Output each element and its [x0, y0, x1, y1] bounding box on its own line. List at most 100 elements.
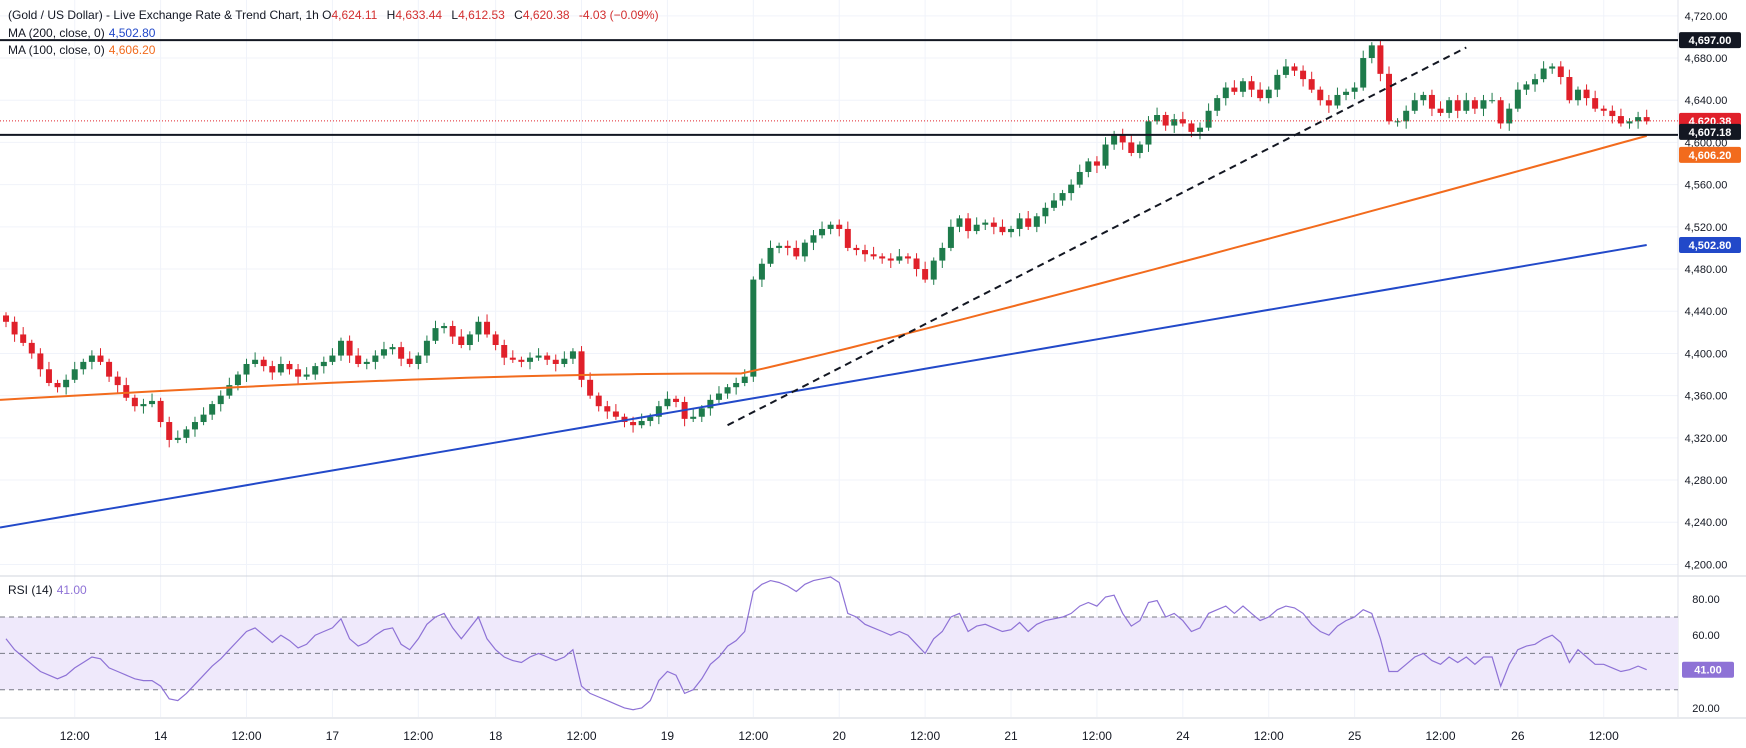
candle-body: [1162, 115, 1169, 126]
time-tick-label: 21: [1004, 729, 1018, 743]
time-tick-label: 14: [154, 729, 168, 743]
candle-body: [3, 315, 9, 322]
time-tick-label: 12:00: [1426, 729, 1456, 743]
candle-body: [870, 254, 877, 257]
candle-body: [191, 422, 198, 430]
candle-body: [1635, 117, 1642, 122]
price-tick-label: 4,440.00: [1685, 306, 1728, 318]
candle-body: [784, 245, 791, 248]
candle-body: [1334, 94, 1341, 106]
candle-body: [1119, 133, 1126, 143]
candle-body: [1274, 74, 1281, 90]
ma100-legend[interactable]: MA (100, close, 0) 4,606.20: [8, 42, 155, 58]
time-tick-label: 25: [1348, 729, 1362, 743]
candle-body: [595, 395, 602, 407]
candle-body: [982, 222, 989, 225]
candle-body: [1574, 89, 1581, 101]
rsi-value-legend: 41.00: [56, 583, 87, 597]
rsi-value-text: 41.00: [1694, 665, 1722, 677]
time-tick-label: 20: [833, 729, 847, 743]
price-label-text: 4,697.00: [1689, 35, 1732, 47]
candle-body: [1033, 216, 1040, 227]
candle-body: [690, 416, 697, 419]
rsi-value-bg: [1682, 661, 1734, 678]
candle-body: [922, 269, 929, 280]
candle-body: [827, 224, 834, 229]
candle-body: [166, 422, 173, 440]
candle-body: [295, 369, 302, 377]
candle-body: [544, 355, 551, 360]
candle-body: [1428, 94, 1435, 109]
candle-body: [346, 340, 353, 356]
candle-body: [1626, 121, 1633, 124]
candle-body: [887, 258, 894, 261]
rsi-value-label: 41.00: [1682, 661, 1734, 678]
candle-body: [432, 328, 439, 341]
price-tick-label: 4,400.00: [1685, 348, 1728, 360]
candle-body: [1592, 98, 1599, 109]
candle-body: [526, 357, 533, 362]
candle-body: [707, 399, 714, 409]
time-tick-label: 12:00: [1082, 729, 1112, 743]
candle-body: [71, 369, 78, 380]
price-tick-label: 4,520.00: [1685, 222, 1728, 234]
candle-body: [1454, 100, 1461, 111]
candle-body: [80, 361, 87, 370]
candle-body: [767, 247, 774, 264]
candle-body: [724, 387, 731, 394]
candle-body: [1154, 115, 1161, 122]
price-label-text: 4,502.80: [1689, 240, 1732, 252]
candle-body: [466, 334, 473, 345]
ma200-line: [0, 244, 1647, 529]
open-label: O: [322, 8, 332, 22]
ma200-legend[interactable]: MA (200, close, 0) 4,502.80: [8, 25, 155, 41]
rsi-legend[interactable]: RSI (14) 41.00: [8, 582, 87, 598]
candle-body: [1214, 98, 1221, 111]
time-tick-label: 12:00: [1254, 729, 1284, 743]
candle-body: [303, 374, 310, 377]
time-tick-label: 12:00: [1589, 729, 1619, 743]
candle-body: [569, 351, 576, 359]
candle-body: [1557, 66, 1564, 78]
candle-body: [1360, 58, 1367, 88]
candle-body: [1617, 116, 1624, 124]
low-value: 4,612.53: [458, 8, 505, 22]
ma200-label: MA (200, close, 0): [8, 26, 105, 40]
candle-body: [1420, 94, 1427, 101]
candle-body: [647, 416, 654, 421]
candle-body: [1093, 161, 1100, 166]
candle-body: [45, 369, 52, 383]
candle-body: [217, 395, 224, 405]
candle-body: [131, 397, 138, 407]
time-tick-label: 26: [1511, 729, 1525, 743]
candle-body: [398, 347, 405, 359]
candle-body: [904, 256, 911, 259]
candle-body: [999, 226, 1006, 233]
price-tick-label: 4,200.00: [1685, 559, 1728, 571]
chart-title: (Gold / US Dollar) - Live Exchange Rate …: [8, 8, 319, 22]
candle-body: [673, 398, 680, 402]
candle-body: [492, 334, 499, 345]
candle-body: [226, 385, 233, 396]
candle-body: [320, 361, 327, 367]
candle-body: [1265, 89, 1272, 99]
price-tick-label: 4,480.00: [1685, 264, 1728, 276]
price-label-text: 4,607.18: [1689, 127, 1732, 139]
candle-body: [561, 358, 568, 364]
candle-body: [836, 224, 843, 229]
candle-body: [750, 279, 757, 377]
candle-body: [234, 374, 241, 386]
candle-body: [1600, 108, 1607, 111]
price-label: 4,502.80: [1679, 236, 1741, 253]
candle-body: [810, 235, 817, 243]
candle-body: [793, 247, 800, 257]
change-value: -4.03 (−0.09%): [578, 8, 659, 22]
candles-group: [3, 40, 1650, 448]
candle-body: [1111, 133, 1118, 145]
candle-body: [380, 349, 387, 356]
candle-body: [612, 411, 619, 417]
candle-body: [1059, 193, 1066, 201]
price-tick-label: 4,560.00: [1685, 180, 1728, 192]
candle-body: [1377, 45, 1384, 74]
